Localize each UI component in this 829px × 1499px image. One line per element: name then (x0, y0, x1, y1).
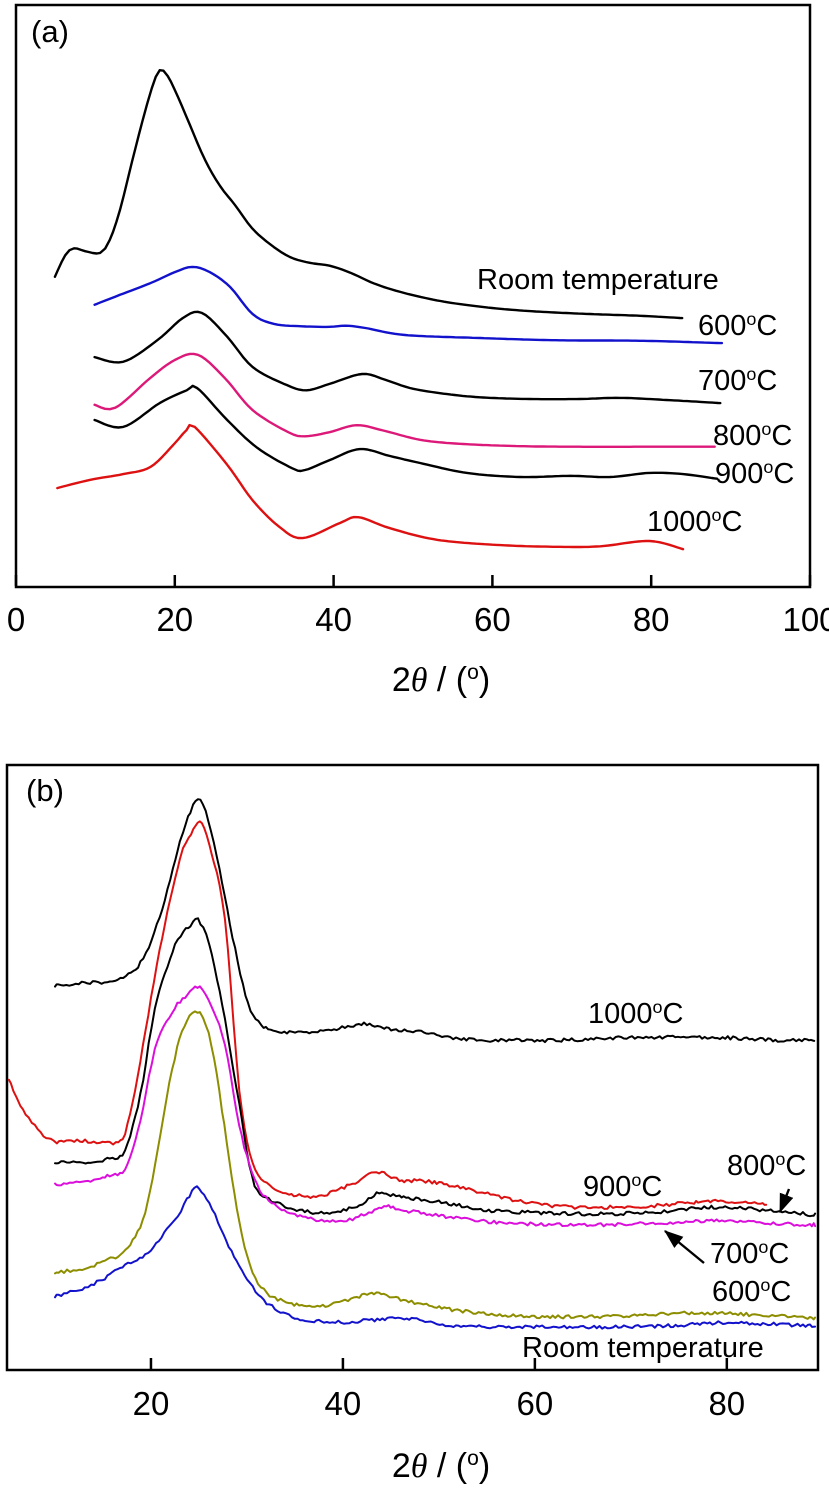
curve-label-room-temperature-a: Room temperature (477, 264, 719, 296)
curve-label-800c-b: 800oC (727, 1149, 807, 1182)
curve-label-900c-a: 900oC (715, 457, 795, 490)
series-1000c-a (56, 423, 685, 551)
curve-label-900c-b: 900oC (583, 1170, 663, 1203)
x-tick-label-40-a: 40 (315, 601, 352, 638)
panel-b-graphics (5, 763, 820, 1372)
curve-label-600c-a: 600oC (698, 309, 778, 342)
x-tick-label-100-a: 100 (782, 601, 829, 638)
series-1000c-b (54, 798, 816, 1044)
annotation-arrow-700c-b (664, 1230, 705, 1264)
series-800c-a (93, 352, 716, 448)
curve-label-700c-a: 700oC (698, 364, 778, 397)
panel-a-graphics (14, 3, 812, 589)
curve-label-800c-a: 800oC (713, 419, 793, 452)
plot-frame-b (5, 763, 820, 1372)
curve-label-600c-b: 600oC (712, 1275, 792, 1308)
plot-frame-a (14, 3, 812, 589)
series-600c-a (93, 265, 724, 345)
annotation-arrow-800c-b (778, 1188, 794, 1214)
x-tick-label-20-a: 20 (156, 601, 194, 638)
curve-label-1000c-b: 1000oC (588, 997, 684, 1030)
series-800c-b (54, 917, 817, 1218)
series-room-temperature-b (54, 1185, 817, 1330)
curve-label-1000c-a: 1000oC (647, 505, 743, 538)
x-tick-label-40-b: 40 (324, 1385, 362, 1422)
series-900c-b (7, 820, 768, 1210)
x-tick-label-80-a: 80 (632, 601, 670, 638)
series-900c-a (93, 384, 719, 480)
series-700c-a (93, 310, 722, 405)
panel-label-b: (b) (26, 773, 64, 808)
x-tick-label-60-a: 60 (474, 601, 511, 638)
x-axis-title-b: 2θ / (o) (391, 1447, 491, 1485)
curve-label-room-temperature-b: Room temperature (522, 1332, 764, 1364)
x-tick-label-60-b: 60 (516, 1385, 554, 1422)
x-tick-label-80-b: 80 (708, 1385, 746, 1422)
series-room-temperature-a (53, 69, 684, 320)
x-tick-label-20-b: 20 (132, 1385, 170, 1422)
panel-label-a: (a) (31, 14, 69, 49)
series-700c-b (54, 985, 817, 1228)
series-600c-b (54, 1010, 817, 1321)
curve-label-700c-b: 700oC (710, 1237, 790, 1270)
x-tick-label-0-a: 0 (6, 601, 26, 638)
x-axis-title-a: 2θ / (o) (391, 661, 491, 699)
